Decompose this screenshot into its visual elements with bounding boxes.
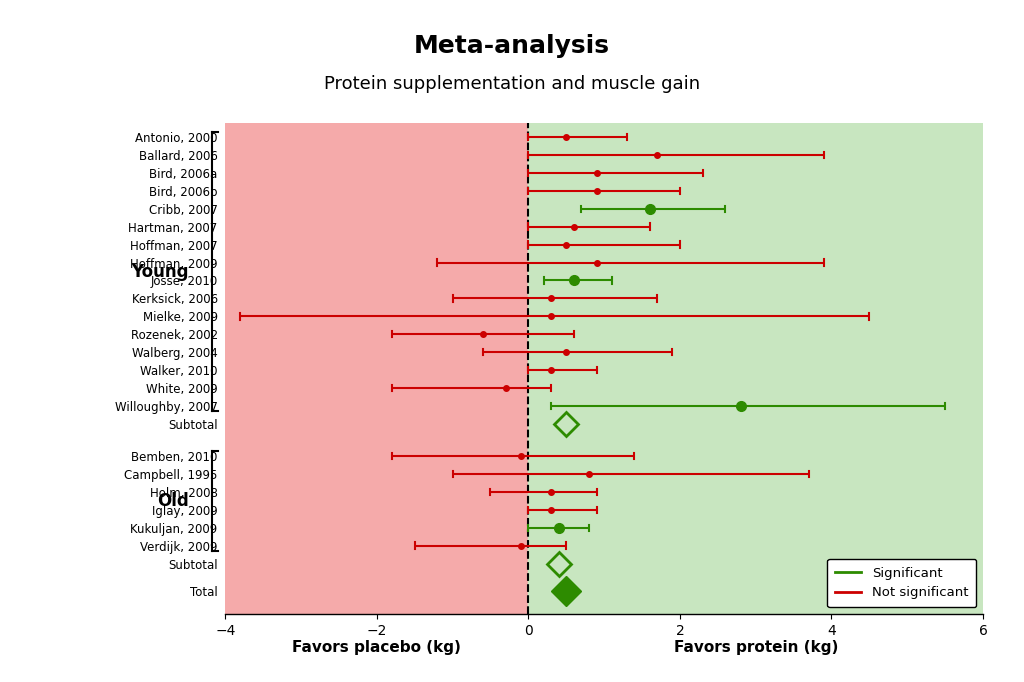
Text: Old: Old xyxy=(157,492,188,510)
Text: Meta-analysis: Meta-analysis xyxy=(414,34,610,58)
Bar xyxy=(528,123,983,614)
Bar xyxy=(225,123,528,614)
Legend: Significant, Not significant: Significant, Not significant xyxy=(827,559,977,607)
Text: Protein supplementation and muscle gain: Protein supplementation and muscle gain xyxy=(324,75,700,93)
Text: Young: Young xyxy=(131,263,188,280)
Text: Favors protein (kg): Favors protein (kg) xyxy=(674,640,838,655)
Text: Favors placebo (kg): Favors placebo (kg) xyxy=(293,640,461,655)
